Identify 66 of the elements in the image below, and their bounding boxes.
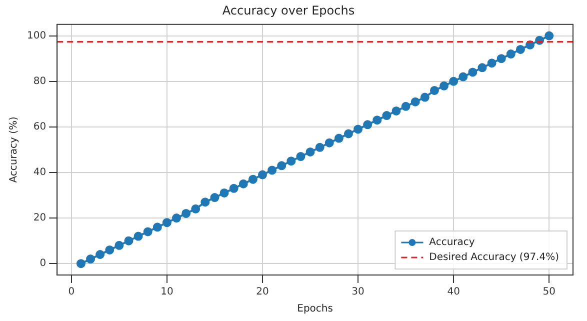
- point: [344, 129, 353, 138]
- y-tick-label: 100: [26, 30, 46, 42]
- point: [468, 68, 478, 77]
- point: [382, 111, 392, 120]
- legend-label: Desired Accuracy (97.4%): [429, 252, 560, 264]
- point: [143, 227, 152, 236]
- point: [458, 72, 468, 82]
- y-tick-label: 20: [33, 212, 46, 224]
- x-tick-label: 0: [68, 286, 75, 298]
- y-axis-title: Accuracy (%): [8, 116, 20, 183]
- point: [516, 44, 525, 54]
- point: [354, 124, 363, 134]
- point: [544, 31, 554, 40]
- point: [296, 152, 306, 162]
- point: [496, 54, 506, 64]
- point: [182, 208, 191, 218]
- point: [210, 193, 220, 202]
- point: [105, 245, 114, 254]
- legend-label: Accuracy: [429, 237, 475, 248]
- point: [487, 58, 496, 68]
- point: [401, 102, 410, 111]
- point: [220, 188, 229, 198]
- point: [430, 86, 439, 95]
- y-tick-label: 0: [40, 258, 46, 270]
- point: [152, 222, 162, 232]
- point: [526, 40, 535, 50]
- point: [449, 76, 458, 86]
- point: [324, 138, 334, 148]
- point: [172, 214, 182, 223]
- point: [248, 174, 258, 184]
- x-tick-label: 30: [352, 286, 364, 298]
- point: [410, 97, 420, 106]
- point: [96, 250, 105, 259]
- point: [76, 259, 86, 268]
- y-tick-label: 80: [33, 76, 46, 87]
- point: [306, 147, 315, 156]
- x-tick-label: 10: [160, 286, 174, 298]
- point: [420, 92, 430, 102]
- point: [277, 161, 286, 170]
- chart-title: Accuracy over Epochs: [222, 3, 355, 18]
- x-tick-label: 20: [256, 286, 269, 298]
- point: [124, 236, 134, 246]
- point: [372, 116, 382, 125]
- point: [229, 184, 238, 193]
- point: [286, 156, 296, 166]
- point: [134, 232, 143, 241]
- point: [440, 81, 449, 90]
- point: [268, 166, 277, 175]
- point: [114, 240, 124, 250]
- point: [162, 218, 172, 228]
- x-tick-label: 50: [542, 286, 556, 298]
- x-axis-title: Epochs: [297, 304, 333, 315]
- x-tick-label: 40: [447, 286, 460, 298]
- point: [315, 142, 324, 152]
- point: [363, 120, 372, 130]
- point: [506, 50, 516, 59]
- y-tick-label: 60: [33, 122, 46, 133]
- point: [238, 179, 248, 188]
- point: [258, 170, 267, 180]
- point: [86, 254, 96, 264]
- point: [200, 198, 210, 207]
- point: [334, 134, 344, 143]
- y-tick-label: 40: [33, 167, 46, 178]
- point: [478, 63, 487, 72]
- point: [191, 204, 200, 214]
- point: [392, 106, 401, 116]
